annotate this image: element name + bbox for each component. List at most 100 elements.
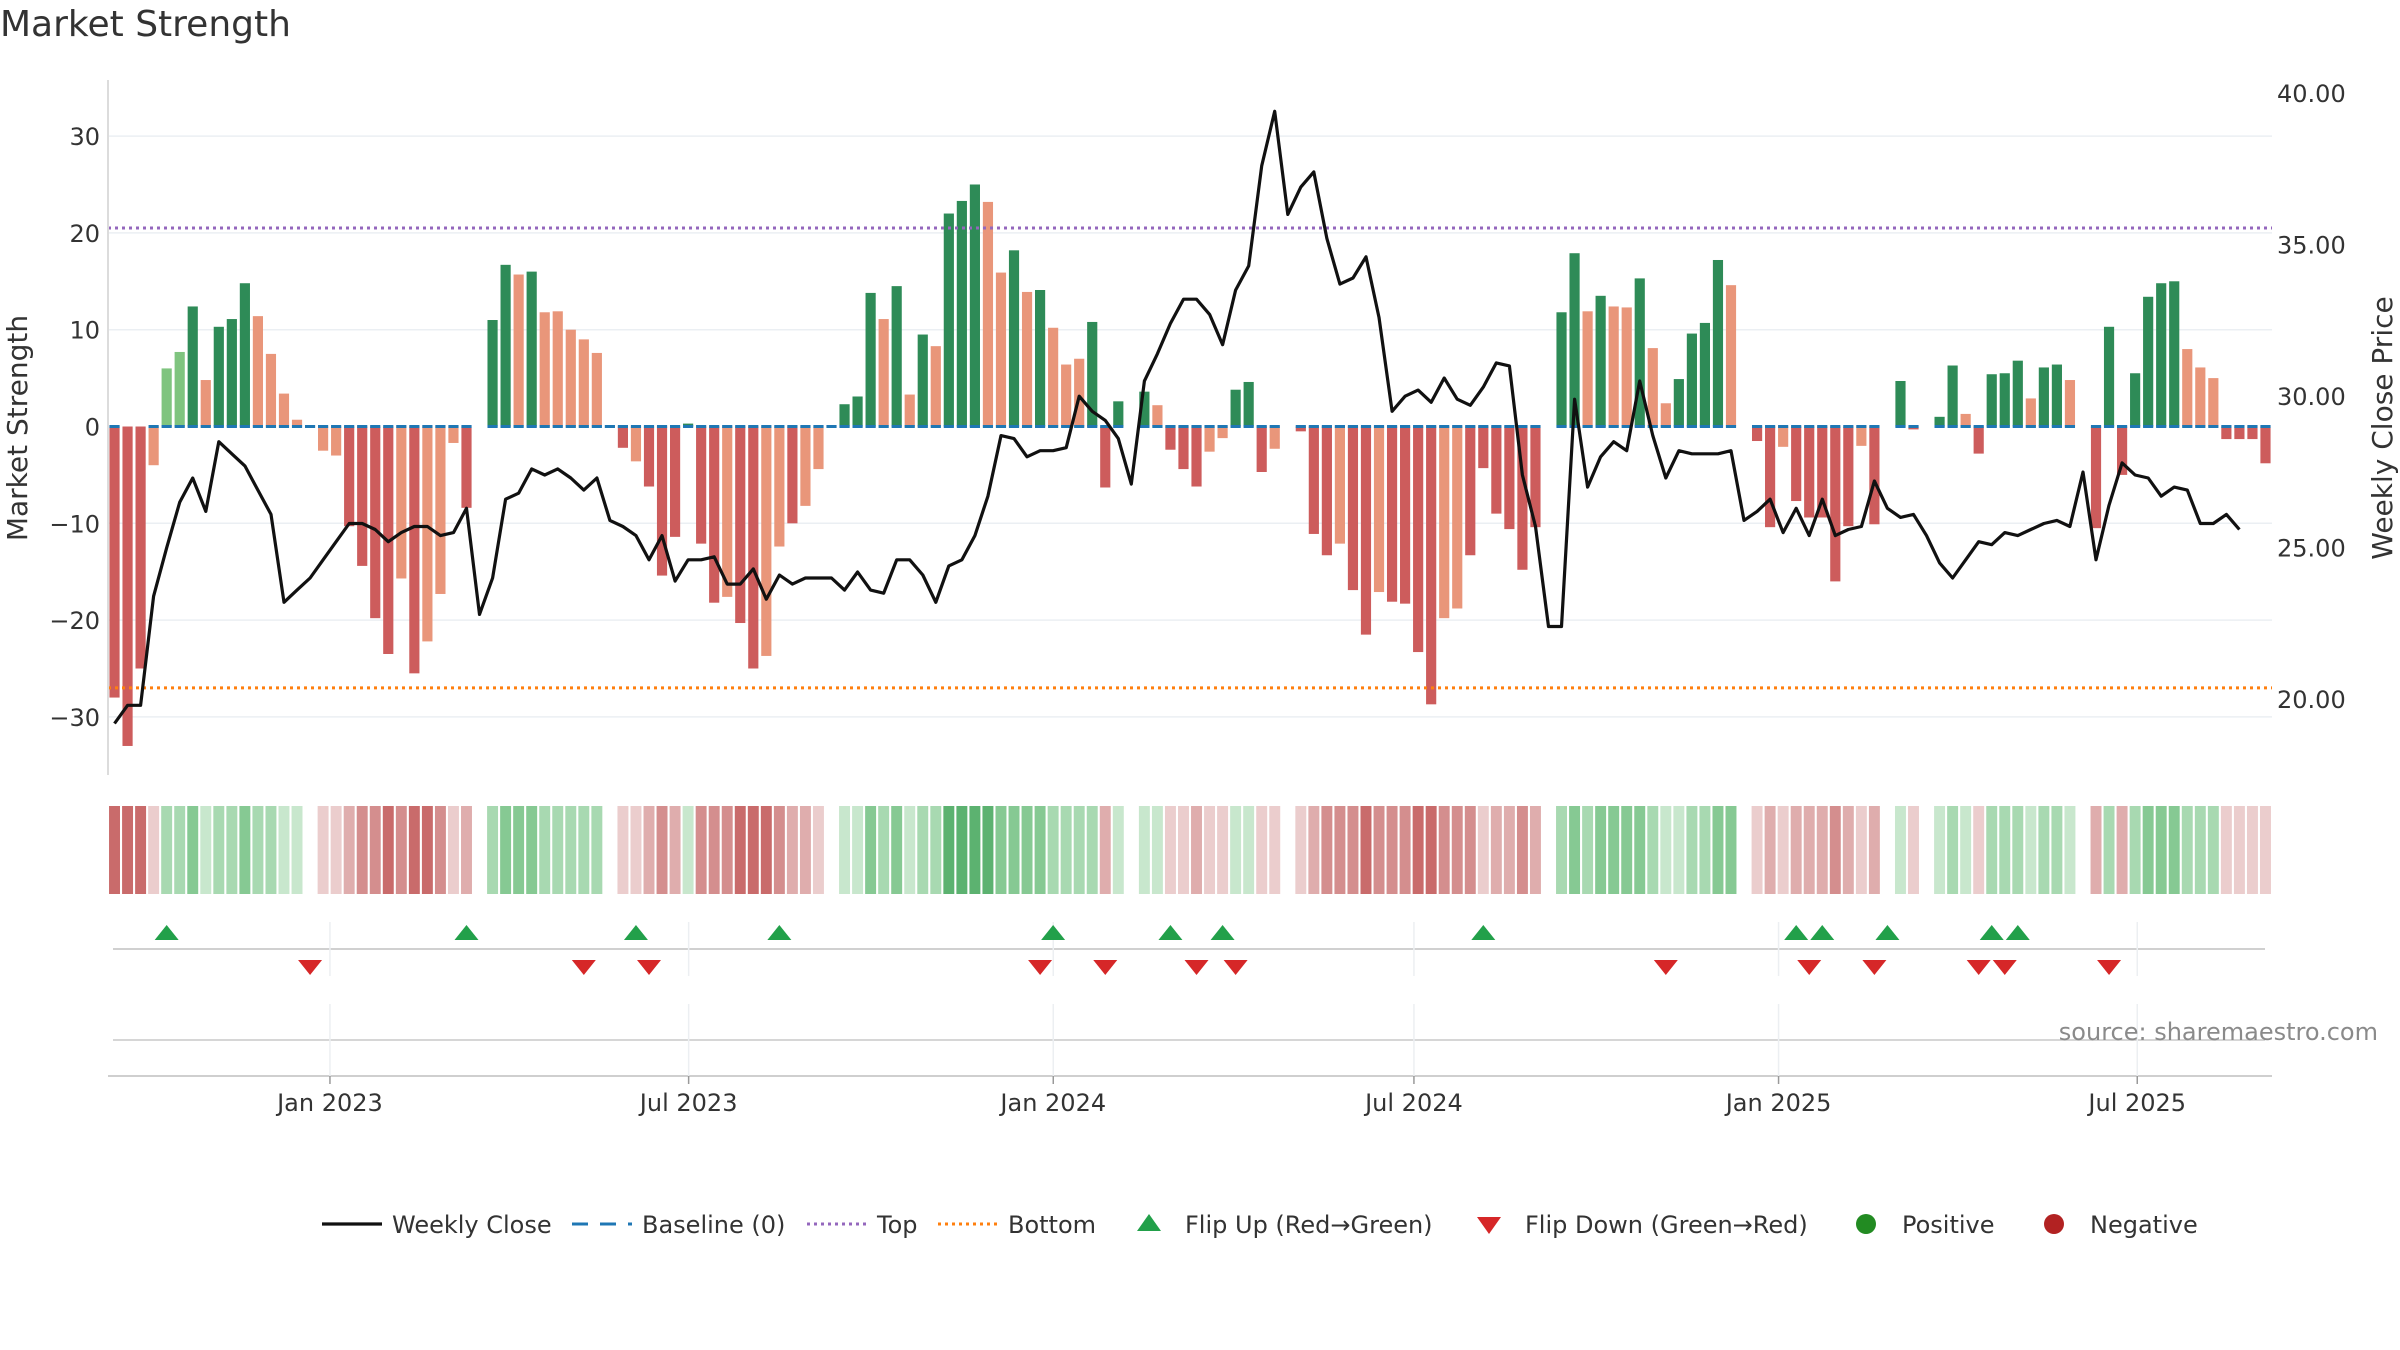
strength-bar xyxy=(943,213,954,427)
strength-bar xyxy=(1074,358,1085,427)
weekly-close-series xyxy=(113,109,2241,725)
legend-item: Flip Down (Green→Red) xyxy=(1477,1211,1808,1239)
band-cell xyxy=(226,806,238,894)
strength-bar xyxy=(1686,333,1697,427)
band-cell xyxy=(317,806,329,894)
band-cell xyxy=(1699,806,1711,894)
band-cell xyxy=(1582,806,1594,894)
band-cell xyxy=(591,806,603,894)
strength-bar xyxy=(669,426,681,537)
strength-bar xyxy=(2051,364,2062,427)
strength-bar xyxy=(761,426,772,656)
strength-band xyxy=(109,806,2271,894)
band-cell xyxy=(1829,806,1841,894)
legend-flip-up-swatch xyxy=(1137,1214,1161,1231)
legend-flip-down-swatch xyxy=(1477,1217,1501,1234)
strength-bar xyxy=(1491,426,1502,514)
strength-bar xyxy=(1608,306,1619,427)
strength-bar xyxy=(1321,426,1332,556)
legend-item: Baseline (0) xyxy=(572,1211,785,1239)
band-cell xyxy=(1191,806,1202,894)
band-cell xyxy=(852,806,864,894)
band-cell xyxy=(2103,806,2115,894)
flip-down-marker xyxy=(298,960,323,975)
band-cell xyxy=(878,806,890,894)
band-cell xyxy=(956,806,968,894)
strength-bar xyxy=(865,292,876,427)
band-cell xyxy=(1842,806,1854,894)
band-cell xyxy=(1816,806,1828,894)
strength-bar xyxy=(2012,360,2023,427)
strength-bar xyxy=(748,426,759,669)
strength-bar xyxy=(513,274,524,427)
strength-bar xyxy=(487,320,498,427)
band-cell xyxy=(2207,806,2219,894)
band-cell xyxy=(1947,806,1959,894)
strength-bar xyxy=(1204,426,1215,452)
band-cell xyxy=(434,806,446,894)
band-cell xyxy=(291,806,303,894)
strength-bar xyxy=(1595,295,1606,427)
strength-bar xyxy=(1582,311,1593,427)
strength-bar xyxy=(709,426,720,603)
strength-bar xyxy=(1856,426,1867,446)
band-cell xyxy=(1099,806,1111,894)
legend-negative-swatch xyxy=(2044,1214,2064,1234)
strength-bar xyxy=(956,200,967,427)
band-cell xyxy=(799,806,811,894)
strength-bar xyxy=(930,346,941,427)
strength-bar xyxy=(1165,426,1176,450)
strength-bar xyxy=(1008,250,1020,427)
band-cell xyxy=(356,806,368,894)
strength-bar xyxy=(1100,426,1111,488)
band-cell xyxy=(1503,806,1515,894)
band-cell xyxy=(1621,806,1633,894)
band-cell xyxy=(539,806,551,894)
band-cell xyxy=(1008,806,1020,894)
strength-bar xyxy=(1830,426,1841,582)
left-tick-label: −20 xyxy=(49,607,100,635)
x-tick-label: Jul 2024 xyxy=(1363,1089,1463,1117)
strength-bar xyxy=(526,271,537,427)
legend-label: Bottom xyxy=(1008,1211,1096,1239)
strength-bar xyxy=(1712,259,1724,427)
band-cell xyxy=(1138,806,1150,894)
legend-label: Baseline (0) xyxy=(642,1211,785,1239)
band-cell xyxy=(1712,806,1724,894)
legend-item: Bottom xyxy=(938,1211,1096,1239)
strength-bar xyxy=(1478,426,1489,469)
strength-bar xyxy=(187,306,198,427)
strength-bar xyxy=(278,393,290,427)
strength-bar xyxy=(226,319,237,427)
band-cell xyxy=(1034,806,1046,894)
x-tick-label: Jan 2025 xyxy=(1724,1089,1832,1117)
strength-bar xyxy=(1308,426,1319,534)
band-cell xyxy=(500,806,512,894)
band-cell xyxy=(187,806,199,894)
flip-down-marker xyxy=(1992,960,2017,975)
band-cell xyxy=(1386,806,1398,894)
flip-down-marker xyxy=(1862,960,1887,975)
strength-bar xyxy=(878,319,889,427)
flip-up-marker xyxy=(1210,925,1235,940)
strength-bar xyxy=(409,426,420,674)
x-tick-label: Jan 2024 xyxy=(998,1089,1106,1117)
axes: 30 20 10 0 −10 −20 −30 40.00 35.00 30.00 25.00 20.0… xyxy=(1,80,2399,775)
left-tick-label: −10 xyxy=(49,510,100,538)
strength-bar xyxy=(904,394,915,427)
strength-bar xyxy=(1569,253,1580,427)
band-cell xyxy=(1908,806,1919,894)
strength-bar xyxy=(318,426,329,451)
flip-up-marker xyxy=(1158,925,1183,940)
band-cell xyxy=(1803,806,1815,894)
band-cell xyxy=(786,806,798,894)
strength-bar xyxy=(1986,374,1997,427)
strength-bar xyxy=(109,426,120,698)
band-cell xyxy=(1412,806,1424,894)
legend-item: Top xyxy=(807,1211,918,1239)
strength-bar xyxy=(370,426,381,619)
strength-bar xyxy=(813,426,824,470)
grid-lines xyxy=(108,135,2272,718)
strength-bar xyxy=(643,426,655,487)
